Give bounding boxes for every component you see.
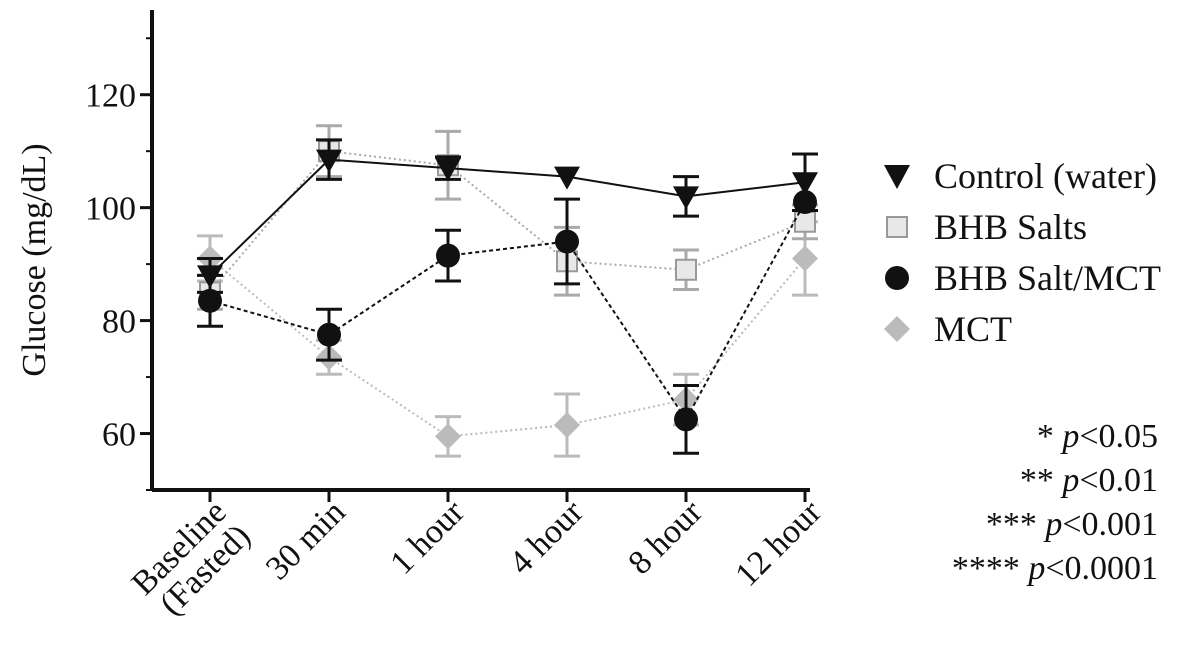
legend-label-bhb-salt-mct: BHB Salt/MCT	[934, 257, 1162, 298]
legend-item-control: Control (water)	[880, 150, 1161, 201]
data-point	[554, 412, 580, 439]
chart-series	[197, 124, 818, 458]
significance-note: ** p<0.01	[1019, 462, 1158, 499]
series-mct	[197, 220, 818, 458]
legend-item-bhb-salt-mct: BHB Salt/MCT	[880, 252, 1161, 303]
legend-label-mct: MCT	[934, 308, 1013, 349]
series-line	[209, 158, 806, 277]
x-tick-label-text: 4 hour	[502, 493, 591, 582]
x-tick-label-text: 8 hour	[621, 493, 710, 582]
x-tick-label: 8 hour	[621, 493, 710, 582]
data-point	[673, 186, 699, 210]
data-point	[674, 407, 698, 432]
x-tick-label: 30 min	[259, 493, 353, 587]
x-tick-label: 12 hour	[728, 493, 829, 594]
significance-note: **** p<0.0001	[951, 550, 1158, 587]
x-tick-label: Baseline(Fasted)	[125, 493, 258, 622]
y-tick-label: 80	[102, 304, 136, 341]
data-point	[316, 149, 342, 173]
y-tick-label: 120	[85, 78, 136, 115]
data-point	[555, 229, 579, 254]
data-point	[435, 158, 461, 182]
data-point	[792, 172, 818, 196]
data-point	[554, 166, 580, 190]
series-line	[209, 257, 806, 438]
data-point	[197, 265, 223, 289]
square-marker-icon	[886, 215, 908, 238]
data-point	[435, 423, 461, 450]
x-tick-label-text: 1 hour	[383, 493, 472, 582]
legend-item-mct: MCT	[880, 303, 1161, 354]
data-point	[675, 258, 697, 281]
x-tick-label-text: 12 hour	[728, 493, 829, 594]
x-tick-label-text: 30 min	[259, 493, 353, 587]
data-point	[198, 288, 222, 313]
series-line	[209, 201, 806, 422]
circle-marker-icon	[885, 265, 909, 290]
glucose-chart: 60 80 100 120 Baseline(Fasted) 30 min 1 hour 4 …	[16, 10, 829, 622]
series-control-water-	[197, 138, 818, 294]
significance-note: *** p<0.001	[985, 506, 1158, 543]
chart-legend: Control (water) BHB Salts BHB Salt/MCT M…	[880, 150, 1161, 354]
series-bhb-salts	[197, 124, 818, 311]
data-point	[792, 245, 818, 272]
y-tick-label: 100	[85, 191, 136, 228]
legend-label-control: Control (water)	[934, 155, 1157, 196]
chart-axes: 60 80 100 120 Baseline(Fasted) 30 min 1 hour 4 …	[85, 10, 829, 622]
legend-label-bhb-salts: BHB Salts	[934, 206, 1088, 247]
series-bhb-salt-mct	[197, 190, 817, 455]
triangle-down-marker-icon	[884, 164, 910, 189]
data-point	[436, 243, 460, 268]
significance-notes: * p<0.05 ** p<0.01 *** p<0.001 **** p<0.…	[952, 415, 1158, 591]
y-axis-label: Glucose (mg/dL)	[16, 143, 53, 376]
x-tick-label: 1 hour	[383, 493, 472, 582]
series-line	[209, 150, 806, 293]
data-point	[317, 322, 341, 347]
y-tick-label: 60	[102, 417, 136, 454]
legend-item-bhb-salts: BHB Salts	[880, 201, 1161, 252]
diamond-marker-icon	[884, 315, 910, 342]
x-tick-label: 4 hour	[502, 493, 591, 582]
significance-note: * p<0.05	[1036, 418, 1158, 455]
